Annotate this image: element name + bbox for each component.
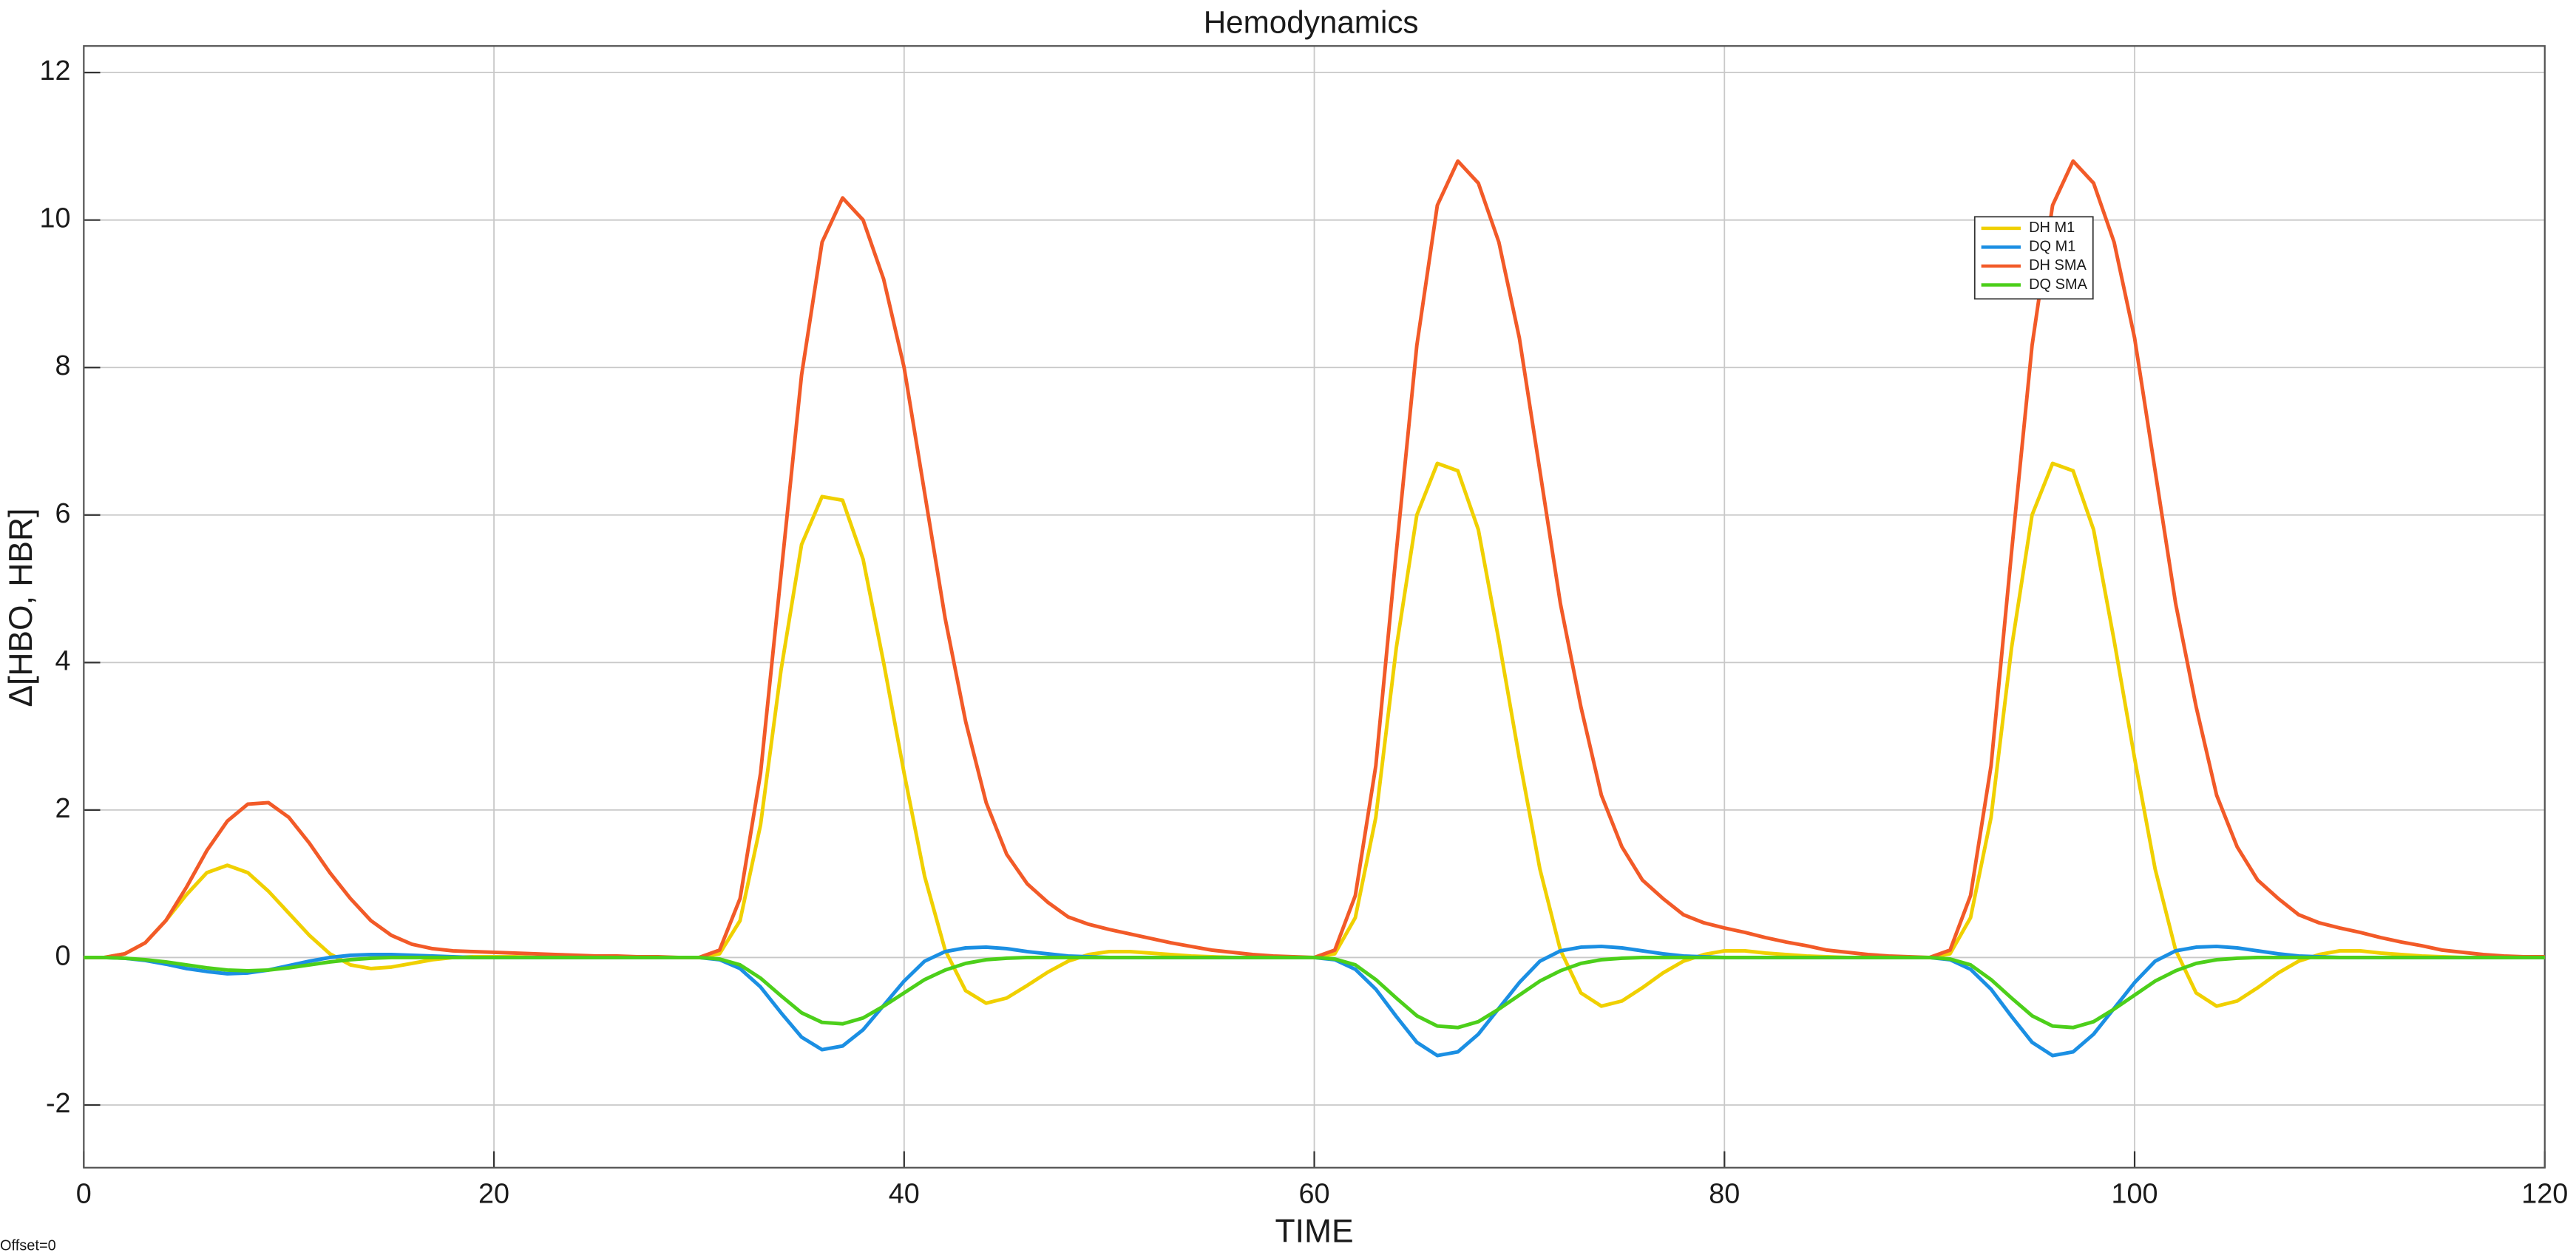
y-tick-label: 10 <box>40 203 71 234</box>
x-tick-label: 100 <box>2112 1179 2158 1210</box>
x-axis-label: TIME <box>1275 1213 1353 1249</box>
x-tick-label: 40 <box>889 1179 920 1210</box>
plot-frame <box>83 45 2546 1169</box>
y-tick-label: 6 <box>55 498 71 529</box>
x-tick-label: 120 <box>2521 1179 2568 1210</box>
y-tick-label: 2 <box>55 793 71 824</box>
y-tick-label: -2 <box>46 1088 71 1119</box>
y-tick-label: 4 <box>55 645 71 676</box>
offset-note: Offset=0 <box>0 1238 56 1254</box>
chart-title: Hemodynamics <box>1204 4 1419 39</box>
y-axis-label: Δ[HBO, HBR] <box>3 509 39 707</box>
legend-label: DQ SMA <box>2029 276 2088 293</box>
x-tick-label: 0 <box>76 1179 92 1210</box>
y-tick-label: 0 <box>55 940 71 971</box>
legend-label: DH M1 <box>2029 220 2075 236</box>
x-tick-label: 20 <box>478 1179 509 1210</box>
y-tick-label: 12 <box>40 55 71 86</box>
legend-label: DH SMA <box>2029 257 2087 273</box>
x-tick-label: 60 <box>1299 1179 1330 1210</box>
y-tick-label: 8 <box>55 350 71 381</box>
legend-label: DQ M1 <box>2029 239 2075 255</box>
legend: DH M1 DQ M1 DH SMA DQ SMA <box>1973 216 2094 300</box>
series-line <box>84 955 2545 1030</box>
x-tick-label: 80 <box>1709 1179 1740 1210</box>
